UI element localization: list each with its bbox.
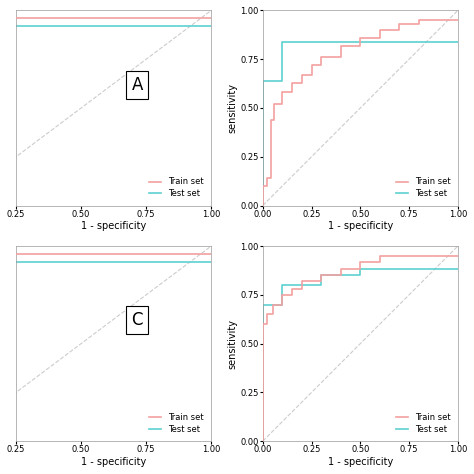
X-axis label: 1 - specificity: 1 - specificity <box>81 457 146 467</box>
Y-axis label: sensitivity: sensitivity <box>228 319 237 369</box>
Legend: Train set, Test set: Train set, Test set <box>392 410 454 437</box>
Legend: Train set, Test set: Train set, Test set <box>392 174 454 201</box>
Legend: Train set, Test set: Train set, Test set <box>146 174 207 201</box>
X-axis label: 1 - specificity: 1 - specificity <box>328 457 393 467</box>
X-axis label: 1 - specificity: 1 - specificity <box>81 221 146 231</box>
Legend: Train set, Test set: Train set, Test set <box>146 410 207 437</box>
Y-axis label: sensitivity: sensitivity <box>228 83 237 133</box>
Text: A: A <box>131 75 143 93</box>
Text: C: C <box>131 311 143 329</box>
X-axis label: 1 - specificity: 1 - specificity <box>328 221 393 231</box>
